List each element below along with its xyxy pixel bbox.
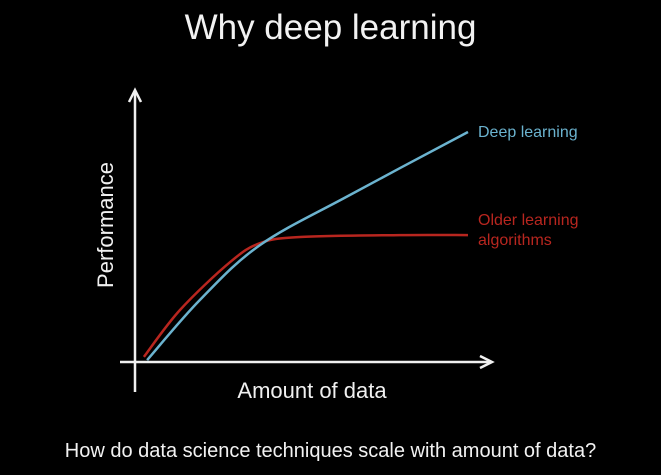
series-line-deep-learning <box>146 130 469 361</box>
slide-caption: How do data science techniques scale wit… <box>64 440 597 462</box>
x-axis <box>120 354 495 370</box>
slide-title: Why deep learning <box>184 8 477 47</box>
series-line-older-learning <box>142 233 468 358</box>
legend-deep-learning: Deep learning <box>478 124 578 141</box>
y-axis <box>127 87 143 392</box>
y-axis-label: Performance <box>93 162 118 288</box>
y-axis-arrow <box>127 87 143 103</box>
x-axis-label: Amount of data <box>237 378 387 403</box>
legend-older-learning: Older learning algorithms <box>478 212 579 249</box>
x-axis-arrow <box>479 354 495 370</box>
